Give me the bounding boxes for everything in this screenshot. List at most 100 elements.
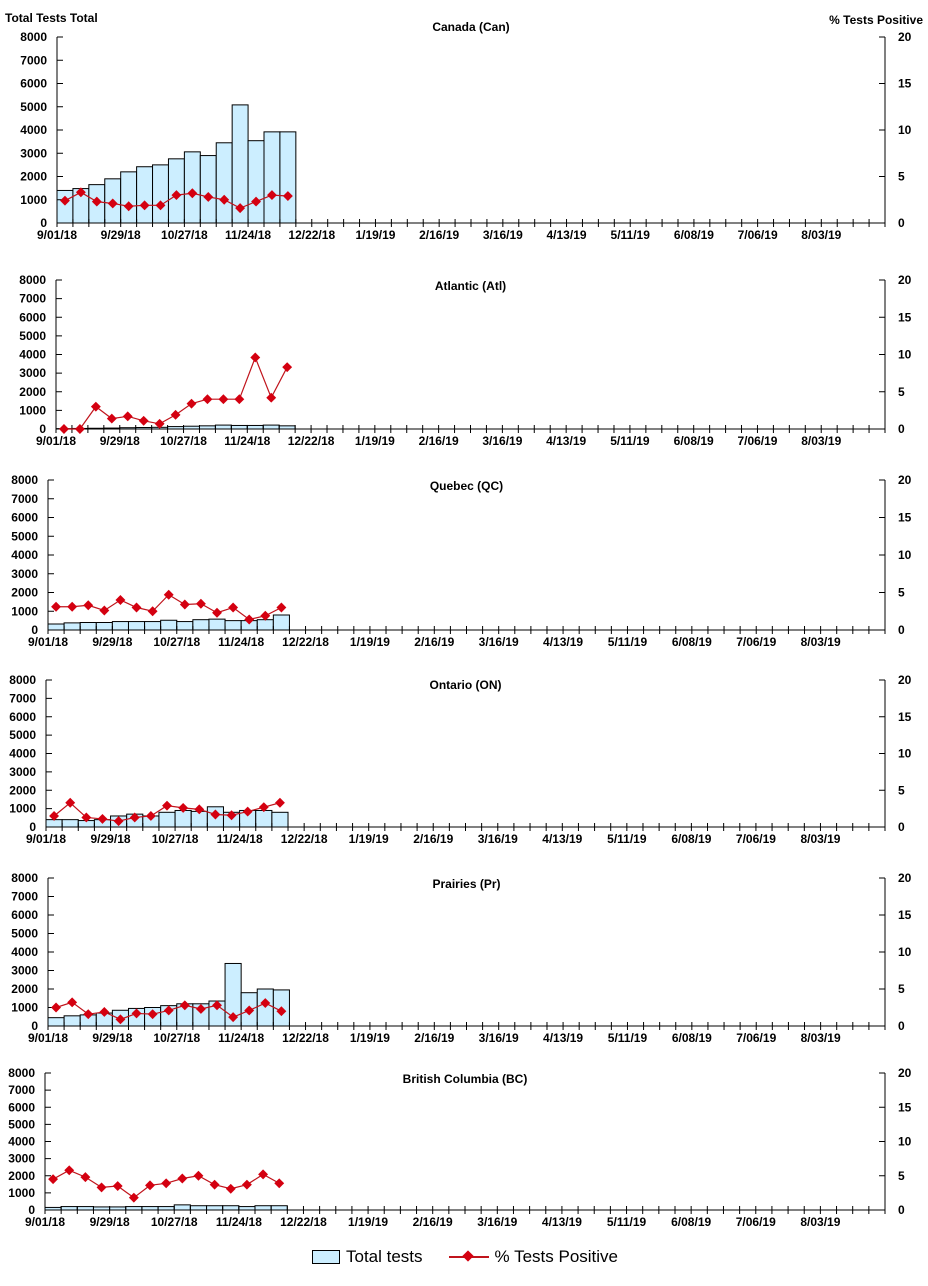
x-tick-label: 2/16/19: [414, 635, 454, 649]
x-tick-label: 10/27/18: [153, 635, 200, 649]
marker-pct-positive: [67, 997, 77, 1007]
y2-tick-label: 0: [898, 623, 905, 637]
marker-pct-positive: [171, 410, 181, 420]
marker-pct-positive: [234, 394, 244, 404]
x-tick-label: 5/11/19: [608, 1031, 648, 1045]
x-tick-label: 2/16/19: [413, 1215, 453, 1229]
x-tick-label: 1/19/19: [348, 1215, 388, 1229]
marker-pct-positive: [113, 1181, 123, 1191]
marker-pct-positive: [162, 801, 172, 811]
bar-total-tests: [200, 156, 216, 223]
y-tick-label: 3000: [11, 567, 38, 581]
bar-total-tests: [225, 621, 241, 630]
x-tick-label: 9/29/18: [100, 434, 140, 448]
y2-tick-label: 5: [898, 1169, 905, 1183]
x-tick-label: 9/29/18: [90, 1215, 130, 1229]
y-tick-label: 6000: [8, 1100, 35, 1114]
x-tick-label: 12/22/18: [280, 1215, 327, 1229]
x-tick-label: 11/24/18: [216, 1215, 262, 1229]
x-tick-label: 9/01/18: [37, 228, 77, 242]
bar-total-tests: [280, 132, 296, 223]
x-tick-label: 12/22/18: [288, 434, 335, 448]
y-tick-label: 3000: [20, 146, 47, 160]
bar-total-tests: [223, 1206, 239, 1210]
marker-pct-positive: [67, 602, 77, 612]
y-tick-label: 1000: [19, 403, 46, 417]
marker-pct-positive: [91, 402, 101, 412]
y-tick-label: 4000: [11, 945, 38, 959]
y2-tick-label: 10: [898, 747, 912, 761]
y2-tick-label: 20: [898, 473, 912, 487]
marker-pct-positive: [129, 1193, 139, 1203]
x-tick-label: 9/29/18: [101, 228, 141, 242]
y-tick-label: 6000: [20, 77, 47, 91]
bar-total-tests: [193, 620, 209, 630]
y2-tick-label: 10: [898, 123, 912, 137]
x-tick-label: 5/11/19: [611, 228, 651, 242]
marker-pct-positive: [139, 416, 149, 426]
y-tick-label: 1000: [9, 802, 36, 816]
marker-pct-positive: [64, 1165, 74, 1175]
y-tick-label: 8000: [11, 473, 38, 487]
y-tick-label: 8000: [8, 1066, 35, 1080]
bar-total-tests: [177, 622, 193, 630]
bar-total-tests: [96, 623, 112, 631]
y-tick-label: 8000: [11, 871, 38, 885]
bar-total-tests: [57, 190, 73, 223]
y2-tick-label: 5: [898, 385, 905, 399]
marker-pct-positive: [242, 1180, 252, 1190]
marker-pct-positive: [226, 1184, 236, 1194]
marker-pct-positive: [194, 1171, 204, 1181]
x-tick-label: 3/16/19: [478, 832, 518, 846]
y2-tick-label: 5: [898, 170, 905, 184]
x-tick-label: 7/06/19: [736, 1215, 776, 1229]
x-tick-label: 8/03/19: [800, 832, 840, 846]
x-tick-label: 12/22/18: [288, 228, 335, 242]
x-tick-label: 4/13/19: [542, 832, 582, 846]
y-tick-label: 6000: [11, 908, 38, 922]
x-tick-label: 8/03/19: [801, 434, 841, 448]
bar-total-tests: [153, 165, 169, 223]
y-tick-label: 1000: [11, 604, 38, 618]
x-tick-label: 2/16/19: [419, 228, 459, 242]
marker-pct-positive: [75, 424, 85, 434]
y-tick-label: 7000: [11, 890, 38, 904]
y2-tick-label: 5: [898, 783, 905, 797]
x-tick-label: 3/16/19: [482, 434, 522, 448]
x-tick-label: 5/11/19: [607, 1215, 647, 1229]
bar-total-tests: [184, 152, 200, 223]
bar-total-tests: [216, 143, 232, 223]
bar-total-tests: [215, 425, 231, 429]
panel-title: Atlantic (Atl): [435, 279, 506, 293]
bar-total-tests: [207, 1206, 223, 1210]
x-tick-label: 1/19/19: [350, 1031, 390, 1045]
y-tick-label: 7000: [11, 492, 38, 506]
x-tick-label: 3/16/19: [479, 1031, 519, 1045]
legend: Total tests % Tests Positive: [312, 1247, 618, 1267]
marker-pct-positive: [115, 595, 125, 605]
y-tick-label: 3000: [8, 1152, 35, 1166]
panel-title: Canada (Can): [432, 20, 509, 34]
bar-total-tests: [257, 620, 273, 630]
x-tick-label: 9/01/18: [26, 832, 66, 846]
y-tick-label: 1000: [8, 1186, 35, 1200]
bar-total-tests: [158, 1207, 174, 1210]
y2-tick-label: 20: [898, 273, 912, 287]
bar-total-tests: [248, 141, 264, 223]
panel-title: Prairies (Pr): [432, 877, 500, 891]
x-tick-label: 9/29/18: [91, 832, 131, 846]
y-tick-label: 2000: [19, 385, 46, 399]
x-tick-label: 9/01/18: [36, 434, 76, 448]
x-tick-label: 6/08/19: [674, 228, 714, 242]
bar-total-tests: [64, 623, 80, 630]
x-tick-label: 6/08/19: [674, 434, 714, 448]
marker-pct-positive: [180, 600, 190, 610]
y-tick-label: 4000: [19, 348, 46, 362]
y2-tick-label: 0: [898, 1019, 905, 1033]
legend-label-pct-positive: % Tests Positive: [495, 1247, 618, 1267]
bar-total-tests: [128, 622, 144, 630]
y2-tick-label: 10: [898, 548, 912, 562]
y-tick-label: 4000: [9, 747, 36, 761]
y2-tick-label: 10: [898, 348, 912, 362]
marker-pct-positive: [80, 1172, 90, 1182]
